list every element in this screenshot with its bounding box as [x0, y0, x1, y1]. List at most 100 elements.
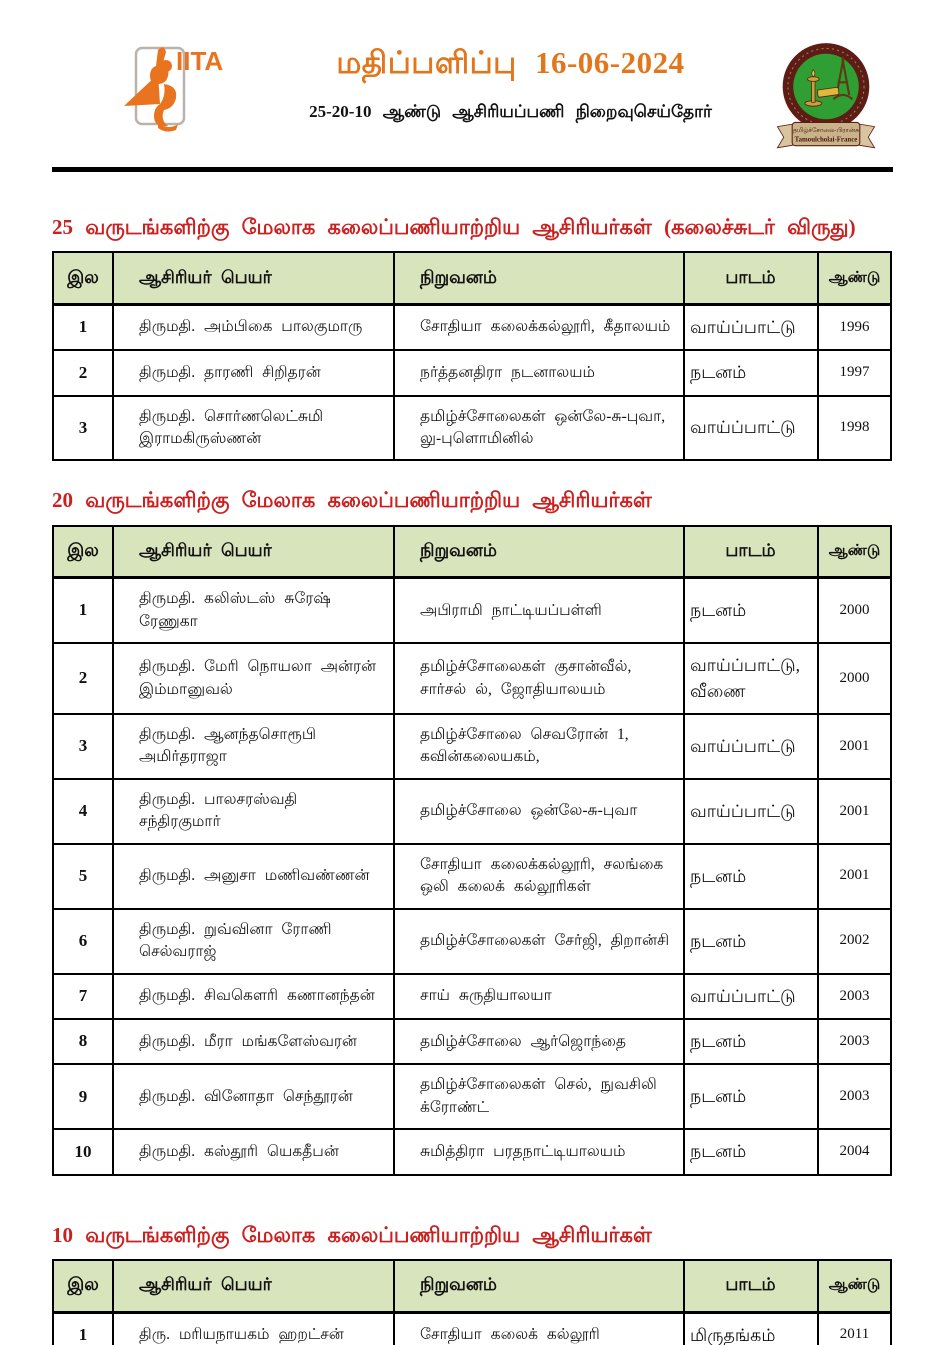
table-row: 5 திருமதி. அனுசா மணிவண்ணன் சோதியா கலைக்கல்… [52, 842, 892, 910]
cell-teacher-name: திருமதி. றுவ்வினா ரோணி செல்வராஜ் [112, 907, 395, 975]
association-logo: தமிழ்ச்சோலை-பிரான்சு Tamoulcholai-France [767, 40, 885, 157]
cell-serial: 1 [52, 303, 114, 352]
cell-serial: 5 [52, 842, 114, 910]
table-row: 3 திருமதி. சொர்ணலெட்சுமி இராமகிருஸ்ணன் தமி… [52, 394, 892, 462]
cell-serial: 6 [52, 907, 114, 975]
cell-subject: நடனம் [683, 349, 819, 397]
column-header-subject: பாடம் [683, 251, 819, 306]
column-header-institution: நிறுவனம் [393, 251, 685, 306]
column-header-teacher-name: ஆசிரியர் பெயர் [112, 251, 395, 306]
cell-year: 2011 [817, 1311, 892, 1345]
page-title: மதிப்பளிப்பு 16-06-2024 [336, 45, 685, 80]
table-header: இல ஆசிரியர் பெயர் நிறுவனம் பாடம் ஆண்டு [52, 1259, 892, 1314]
table-row: 6 திருமதி. றுவ்வினா ரோணி செல்வராஜ் தமிழ்ச்… [52, 907, 892, 975]
column-header-serial: இல [52, 524, 114, 580]
cell-institution: சுமித்திரா பரதநாட்டியாலயம் [393, 1128, 685, 1176]
cell-subject: வாய்ப்பாட்டு [683, 712, 819, 780]
section-heading-25-years: 25 வருடங்களிற்கு மேலாக கலைப்பணியாற்றிய ஆ… [52, 215, 856, 239]
cell-subject: நடனம் [683, 1063, 819, 1131]
cell-subject: வாய்ப்பாட்டு [683, 972, 819, 1021]
table-header-row: இல ஆசிரியர் பெயர் நிறுவனம் பாடம் ஆண்டு [52, 524, 892, 580]
cell-institution: தமிழ்ச்சோலைகள் ஒன்லே-சு-புவா, லு-புளொமின… [393, 394, 685, 462]
table-row: 2 திருமதி. மேரி நொயலா அன்ரன் இம்மானுவல் தம… [52, 642, 892, 715]
cell-year: 2003 [817, 972, 892, 1021]
cell-year: 1997 [817, 349, 892, 397]
ribbon-text-latin: Tamoulcholai-France [795, 136, 858, 143]
cell-institution: தமிழ்ச்சோலை ஆர்ஜொந்தை [393, 1018, 685, 1066]
column-header-year: ஆண்டு [817, 1259, 892, 1314]
column-header-institution: நிறுவனம் [393, 1259, 685, 1314]
cell-subject: மிருதங்கம் [683, 1311, 819, 1345]
cell-year: 2003 [817, 1018, 892, 1066]
cell-serial: 9 [52, 1063, 114, 1131]
cell-teacher-name: திருமதி. அனுசா மணிவண்ணன் [112, 842, 395, 910]
cell-subject: நடனம் [683, 1018, 819, 1066]
table-header: இல ஆசிரியர் பெயர் நிறுவனம் பாடம் ஆண்டு [52, 251, 892, 306]
cell-teacher-name: திரு. மரியநாயகம் ஹறட்சன் [112, 1311, 395, 1345]
cell-subject: வாய்ப்பாட்டு [683, 303, 819, 352]
cell-institution: தமிழ்ச்சோலைகள் செல், நுவசிலி க்ரோண்ட் [393, 1063, 685, 1131]
cell-teacher-name: திருமதி. சொர்ணலெட்சுமி இராமகிருஸ்ணன் [112, 394, 395, 462]
column-header-teacher-name: ஆசிரியர் பெயர் [112, 524, 395, 580]
cell-subject: நடனம் [683, 907, 819, 975]
cell-subject: வாய்ப்பாட்டு, வீணை [683, 642, 819, 715]
table-header-row: இல ஆசிரியர் பெயர் நிறுவனம் பாடம் ஆண்டு [52, 251, 892, 306]
cell-serial: 10 [52, 1128, 114, 1176]
cell-subject: நடனம் [683, 1128, 819, 1176]
teachers-table-20-years: இல ஆசிரியர் பெயர் நிறுவனம் பாடம் ஆண்டு 1… [52, 524, 892, 1176]
column-header-year: ஆண்டு [817, 251, 892, 306]
cell-year: 1996 [817, 303, 892, 352]
cell-serial: 4 [52, 777, 114, 845]
table-row: 2 திருமதி. தாரணி சிறிதரன் நர்த்தனதிரா நடனா… [52, 349, 892, 397]
cell-institution: சோதியா கலைக்கல்லூரி, கீதாலயம் [393, 303, 685, 352]
cell-subject: நடனம் [683, 842, 819, 910]
cell-teacher-name: திருமதி. மேரி நொயலா அன்ரன் இம்மானுவல் [112, 642, 395, 715]
column-header-subject: பாடம் [683, 524, 819, 580]
table-row: 9 திருமதி. வினோதா செந்தூரன் தமிழ்ச்சோலைகள்… [52, 1063, 892, 1131]
cell-teacher-name: திருமதி. தாரணி சிறிதரன் [112, 349, 395, 397]
cell-teacher-name: திருமதி. மீரா மங்களேஸ்வரன் [112, 1018, 395, 1066]
table-header: இல ஆசிரியர் பெயர் நிறுவனம் பாடம் ஆண்டு [52, 524, 892, 580]
document-header: IITA மதிப்பளிப்பு 16-06-2024 25-20-10 ஆண… [52, 0, 893, 157]
cell-institution: நர்த்தனதிரா நடனாலயம் [393, 349, 685, 397]
table-row: 1 திருமதி. அம்பிகை பாலகுமாரு சோதியா கலைக்க… [52, 303, 892, 352]
cell-serial: 3 [52, 712, 114, 780]
cell-teacher-name: திருமதி. அம்பிகை பாலகுமாரு [112, 303, 395, 352]
cell-year: 2001 [817, 712, 892, 780]
cell-serial: 8 [52, 1018, 114, 1066]
cell-year: 2000 [817, 642, 892, 715]
cell-year: 2002 [817, 907, 892, 975]
cell-institution: தமிழ்ச்சோலை செவரோன் 1, கவின்கலையகம், [393, 712, 685, 780]
cell-institution: தமிழ்ச்சோலைகள் சேர்ஜி, திறான்சி [393, 907, 685, 975]
cell-serial: 1 [52, 576, 114, 645]
cell-serial: 1 [52, 1311, 114, 1345]
association-emblem-icon: தமிழ்ச்சோலை-பிரான்சு Tamoulcholai-France [776, 43, 876, 149]
title-block: மதிப்பளிப்பு 16-06-2024 25-20-10 ஆண்டு ஆ… [254, 40, 767, 124]
teachers-table-10-years: இல ஆசிரியர் பெயர் நிறுவனம் பாடம் ஆண்டு 1… [52, 1259, 892, 1345]
table-row: 1 திருமதி. கலிஸ்டஸ் சுரேஷ் ரேணுகா அபிராமி … [52, 576, 892, 645]
cell-teacher-name: திருமதி. வினோதா செந்தூரன் [112, 1063, 395, 1131]
iita-logo: IITA [114, 40, 254, 141]
cell-teacher-name: திருமதி. பாலசரஸ்வதி சந்திரகுமார் [112, 777, 395, 845]
cell-teacher-name: திருமதி. கலிஸ்டஸ் சுரேஷ் ரேணுகா [112, 576, 395, 645]
cell-institution: சோதியா கலைக்கல்லூரி, சலங்கை ஒலி கலைக் கல… [393, 842, 685, 910]
column-header-institution: நிறுவனம் [393, 524, 685, 580]
cell-subject: வாய்ப்பாட்டு [683, 777, 819, 845]
ribbon-text-tamil: தமிழ்ச்சோலை-பிரான்சு [793, 127, 859, 134]
cell-teacher-name: திருமதி. ஆனந்தசொரூபி அமிர்தராஜா [112, 712, 395, 780]
cell-serial: 2 [52, 642, 114, 715]
column-header-teacher-name: ஆசிரியர் பெயர் [112, 1259, 395, 1314]
dancer-icon: IITA [124, 46, 223, 132]
emblem-ribbon: தமிழ்ச்சோலை-பிரான்சு Tamoulcholai-France [776, 121, 876, 149]
cell-serial: 7 [52, 972, 114, 1021]
cell-year: 2001 [817, 842, 892, 910]
section-heading-10-years: 10 வருடங்களிற்கு மேலாக கலைப்பணியாற்றிய ஆ… [52, 1222, 652, 1247]
cell-teacher-name: திருமதி. கஸ்தூரி யெகதீபன் [112, 1128, 395, 1176]
table-row: 4 திருமதி. பாலசரஸ்வதி சந்திரகுமார் தமிழ்ச்… [52, 777, 892, 845]
column-header-serial: இல [52, 1259, 114, 1314]
cell-year: 2004 [817, 1128, 892, 1176]
cell-institution: தமிழ்ச்சோலைகள் குசான்வீல், சார்சல் ல், ஜ… [393, 642, 685, 715]
emblem-banner [816, 86, 840, 98]
page-subtitle: 25-20-10 ஆண்டு ஆசிரியப்பணி நிறைவுசெய்தோர… [309, 102, 712, 122]
